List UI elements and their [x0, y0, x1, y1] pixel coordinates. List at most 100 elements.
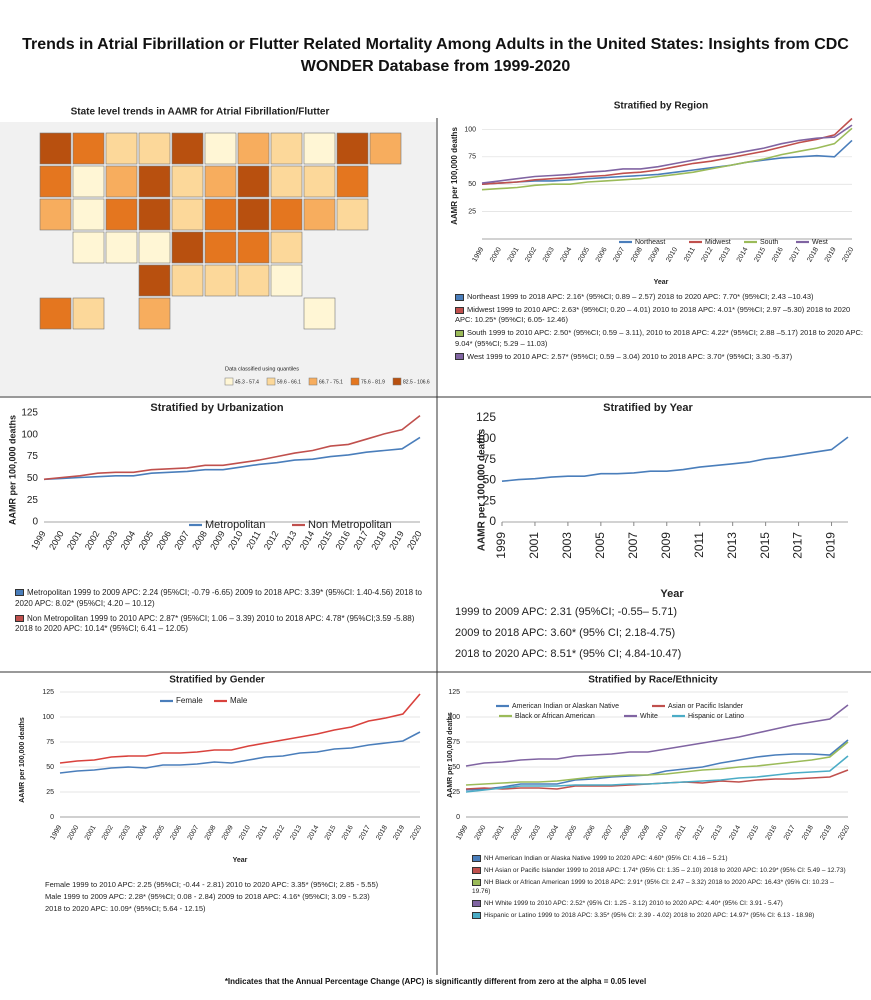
x-tick-label: 2002	[524, 246, 538, 263]
x-tick-label: 1999	[455, 824, 469, 841]
y-tick-label: 0	[456, 814, 460, 821]
chart-title: Stratified by Region	[614, 101, 708, 112]
state-tile	[105, 198, 138, 231]
series-line	[481, 127, 853, 191]
note-swatch	[455, 353, 464, 361]
note-swatch	[472, 855, 481, 862]
state-tile	[171, 165, 204, 198]
x-tick-label: 2005	[152, 824, 166, 841]
x-tick-label: 2005	[593, 532, 607, 559]
note-text: Non Metropolitan 1999 to 2010 APC: 2.87*…	[15, 613, 415, 634]
x-tick-label: 2011	[692, 532, 706, 558]
x-tick-label: 2007	[172, 529, 191, 551]
y-tick-label: 50	[27, 473, 39, 484]
note: 1999 to 2009 APC: 2.31 (95%CI; -0.55– 5.…	[455, 605, 855, 620]
x-tick-label: 2015	[324, 824, 338, 841]
x-tick-label: 2015	[758, 532, 772, 559]
note-text: 2009 to 2018 APC: 3.60* (95% CI; 2.18-4.…	[455, 626, 676, 639]
x-tick-label: 2000	[47, 529, 66, 551]
map-legend-label: 75.6 - 81.9	[361, 379, 385, 385]
x-tick-label: 2000	[474, 824, 488, 841]
map-legend-title: Data classified using quantiles	[225, 366, 299, 372]
x-tick-label: 2016	[765, 824, 779, 841]
x-tick-label: 2015	[316, 529, 335, 551]
x-tick-label: 2013	[710, 824, 724, 841]
state-tile	[138, 264, 171, 297]
state-tile	[171, 231, 204, 264]
note: NH American Indian or Alaska Native 1999…	[472, 855, 852, 864]
y-tick-label: 125	[21, 408, 38, 419]
state-tile	[237, 231, 270, 264]
note-text: Hispanic or Latino 1999 to 2018 APC: 3.3…	[484, 911, 815, 919]
y-tick-label: 100	[42, 714, 54, 721]
map-legend-label: 59.6 - 66.1	[277, 379, 301, 385]
notes: Metropolitan 1999 to 2009 APC: 2.24 (95%…	[15, 588, 430, 639]
x-tick-label: 2013	[718, 246, 732, 263]
x-tick-label: 2008	[190, 529, 209, 551]
legend-label: Hispanic or Latino	[688, 713, 744, 720]
x-tick-label: 2010	[665, 246, 679, 263]
note-text: NH Asian or Pacific Islander 1999 to 201…	[484, 867, 846, 875]
series-line	[59, 693, 421, 764]
series-line	[465, 755, 849, 793]
state-tile	[237, 198, 270, 231]
note: Hispanic or Latino 1999 to 2018 APC: 3.3…	[472, 911, 852, 921]
note-text: Metropolitan 1999 to 2009 APC: 2.24 (95%…	[15, 588, 422, 608]
x-tick-label: 2001	[507, 246, 521, 263]
legend-label: Asian or Pacific Islander	[668, 703, 744, 710]
state-tile	[138, 165, 171, 198]
x-tick-label: 2000	[67, 824, 81, 841]
state-tile	[105, 231, 138, 264]
x-tick-label: 2020	[409, 824, 423, 841]
state-tile	[237, 132, 270, 165]
x-tick-label: 2012	[692, 824, 706, 841]
x-tick-label: 2001	[527, 532, 541, 559]
series-line	[481, 124, 853, 184]
x-tick-label: 2006	[595, 246, 609, 263]
x-tick-label: 2004	[560, 246, 574, 263]
x-tick-label: 2019	[387, 529, 406, 551]
x-tick-label: 2011	[244, 529, 262, 551]
x-tick-label: 2001	[492, 824, 506, 841]
note-text: NH American Indian or Alaska Native 1999…	[484, 855, 728, 863]
y-axis-title: AAMR per 100,000 deaths	[447, 712, 454, 798]
x-tick-label: 2005	[565, 824, 579, 841]
note: Non Metropolitan 1999 to 2010 APC: 2.87*…	[15, 614, 430, 636]
note: 2018 to 2020 APC: 8.51* (95% CI; 4.84-10…	[455, 647, 855, 662]
x-tick-label: 2003	[560, 532, 574, 559]
map-legend-swatch	[266, 377, 276, 386]
x-tick-label: 2018	[375, 824, 389, 841]
legend-label: West	[812, 239, 828, 246]
state-tile	[171, 198, 204, 231]
x-tick-label: 2004	[546, 824, 560, 841]
map-legend-swatch	[308, 377, 318, 386]
y-tick-label: 50	[468, 181, 476, 188]
chart-title: Stratified by Urbanization	[150, 402, 284, 414]
x-tick-label: 2018	[369, 529, 388, 551]
x-axis-title: Year	[660, 588, 684, 600]
x-tick-label: 2007	[626, 532, 640, 559]
legend-label: Male	[230, 696, 248, 705]
x-tick-label: 2019	[824, 246, 838, 263]
map-title: State level trends in AAMR for Atrial Fi…	[71, 107, 330, 118]
x-tick-label: 2010	[238, 824, 252, 841]
x-tick-label: 2020	[837, 824, 851, 841]
x-tick-label: 2004	[119, 529, 138, 551]
series-line	[465, 704, 849, 767]
state-tile	[39, 132, 72, 165]
state-tile	[204, 231, 237, 264]
x-tick-label: 2018	[806, 246, 820, 263]
y-tick-label: 100	[448, 714, 460, 721]
x-tick-label: 2007	[187, 824, 201, 841]
note-swatch	[472, 878, 481, 886]
y-tick-label: 75	[483, 452, 497, 466]
note-swatch	[472, 911, 481, 919]
state-tile	[270, 198, 303, 231]
map-legend-label: 45.3 - 57.4	[235, 379, 259, 385]
chart-title: Stratified by Race/Ethnicity	[588, 675, 718, 686]
note-swatch	[455, 306, 464, 314]
x-tick-label: 2001	[65, 529, 84, 551]
note: 2018 to 2020 APC: 10.09* (95%CI; 5.64 - …	[45, 904, 430, 914]
map-legend-swatch	[350, 377, 360, 386]
